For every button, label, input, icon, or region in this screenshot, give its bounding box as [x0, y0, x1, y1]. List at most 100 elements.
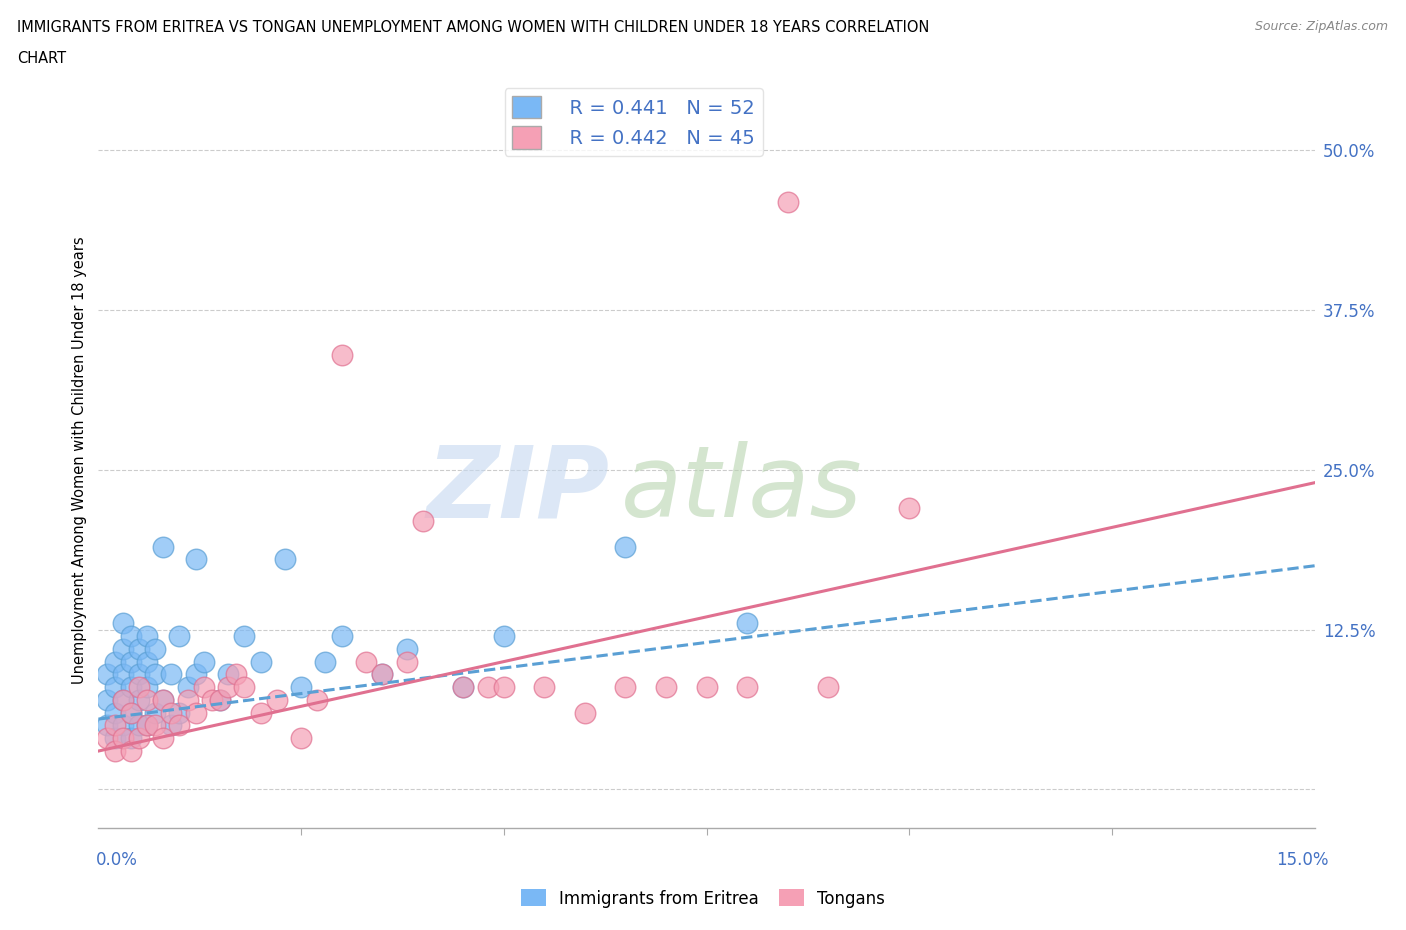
Point: [395, 642, 418, 657]
Point: [120, 629, 142, 644]
Point: [492, 680, 515, 695]
Point: [735, 616, 758, 631]
Point: [143, 667, 166, 682]
Point: [96, 693, 118, 708]
Point: [152, 693, 174, 708]
Point: [533, 680, 555, 695]
Point: [412, 513, 434, 528]
Legend: Immigrants from Eritrea, Tongans: Immigrants from Eritrea, Tongans: [515, 883, 891, 914]
Point: [776, 194, 799, 209]
Point: [817, 680, 839, 695]
Point: [193, 680, 215, 695]
Point: [120, 731, 142, 746]
Point: [128, 718, 150, 733]
Point: [169, 629, 191, 644]
Point: [371, 667, 394, 682]
Point: [290, 731, 312, 746]
Text: atlas: atlas: [621, 441, 863, 538]
Point: [176, 680, 198, 695]
Point: [160, 718, 183, 733]
Point: [614, 680, 637, 695]
Point: [96, 667, 118, 682]
Point: [354, 654, 377, 669]
Point: [169, 705, 191, 720]
Point: [136, 654, 159, 669]
Point: [136, 680, 159, 695]
Point: [128, 731, 150, 746]
Point: [136, 629, 159, 644]
Text: CHART: CHART: [17, 51, 66, 66]
Point: [184, 551, 207, 566]
Point: [128, 642, 150, 657]
Point: [201, 693, 224, 708]
Point: [136, 718, 159, 733]
Point: [169, 718, 191, 733]
Point: [160, 705, 183, 720]
Point: [217, 667, 239, 682]
Legend:   R = 0.441   N = 52,   R = 0.442   N = 45: R = 0.441 N = 52, R = 0.442 N = 45: [505, 88, 762, 156]
Point: [330, 629, 353, 644]
Point: [120, 744, 142, 759]
Point: [111, 667, 134, 682]
Point: [453, 680, 475, 695]
Point: [111, 642, 134, 657]
Point: [128, 667, 150, 682]
Point: [104, 744, 127, 759]
Point: [314, 654, 336, 669]
Point: [266, 693, 288, 708]
Point: [136, 693, 159, 708]
Point: [152, 731, 174, 746]
Point: [330, 348, 353, 363]
Point: [217, 680, 239, 695]
Point: [143, 718, 166, 733]
Point: [249, 654, 271, 669]
Point: [249, 705, 271, 720]
Point: [395, 654, 418, 669]
Point: [111, 616, 134, 631]
Point: [136, 718, 159, 733]
Point: [274, 551, 297, 566]
Point: [477, 680, 499, 695]
Point: [371, 667, 394, 682]
Text: ZIP: ZIP: [426, 441, 609, 538]
Point: [96, 731, 118, 746]
Point: [184, 705, 207, 720]
Text: 0.0%: 0.0%: [96, 851, 138, 869]
Text: Source: ZipAtlas.com: Source: ZipAtlas.com: [1254, 20, 1388, 33]
Point: [290, 680, 312, 695]
Point: [184, 667, 207, 682]
Point: [225, 667, 247, 682]
Point: [143, 705, 166, 720]
Point: [128, 693, 150, 708]
Point: [152, 693, 174, 708]
Point: [128, 680, 150, 695]
Point: [104, 718, 127, 733]
Point: [104, 731, 127, 746]
Point: [193, 654, 215, 669]
Point: [307, 693, 329, 708]
Point: [120, 705, 142, 720]
Point: [104, 680, 127, 695]
Point: [176, 693, 198, 708]
Text: IMMIGRANTS FROM ERITREA VS TONGAN UNEMPLOYMENT AMONG WOMEN WITH CHILDREN UNDER 1: IMMIGRANTS FROM ERITREA VS TONGAN UNEMPL…: [17, 20, 929, 35]
Point: [111, 718, 134, 733]
Text: 15.0%: 15.0%: [1277, 851, 1329, 869]
Point: [614, 539, 637, 554]
Y-axis label: Unemployment Among Women with Children Under 18 years: Unemployment Among Women with Children U…: [72, 236, 87, 684]
Point: [111, 693, 134, 708]
Point: [453, 680, 475, 695]
Point: [120, 680, 142, 695]
Point: [143, 642, 166, 657]
Point: [104, 705, 127, 720]
Point: [209, 693, 232, 708]
Point: [120, 705, 142, 720]
Point: [209, 693, 232, 708]
Point: [160, 667, 183, 682]
Point: [655, 680, 678, 695]
Point: [111, 731, 134, 746]
Point: [120, 654, 142, 669]
Point: [96, 718, 118, 733]
Point: [696, 680, 718, 695]
Point: [152, 539, 174, 554]
Point: [104, 654, 127, 669]
